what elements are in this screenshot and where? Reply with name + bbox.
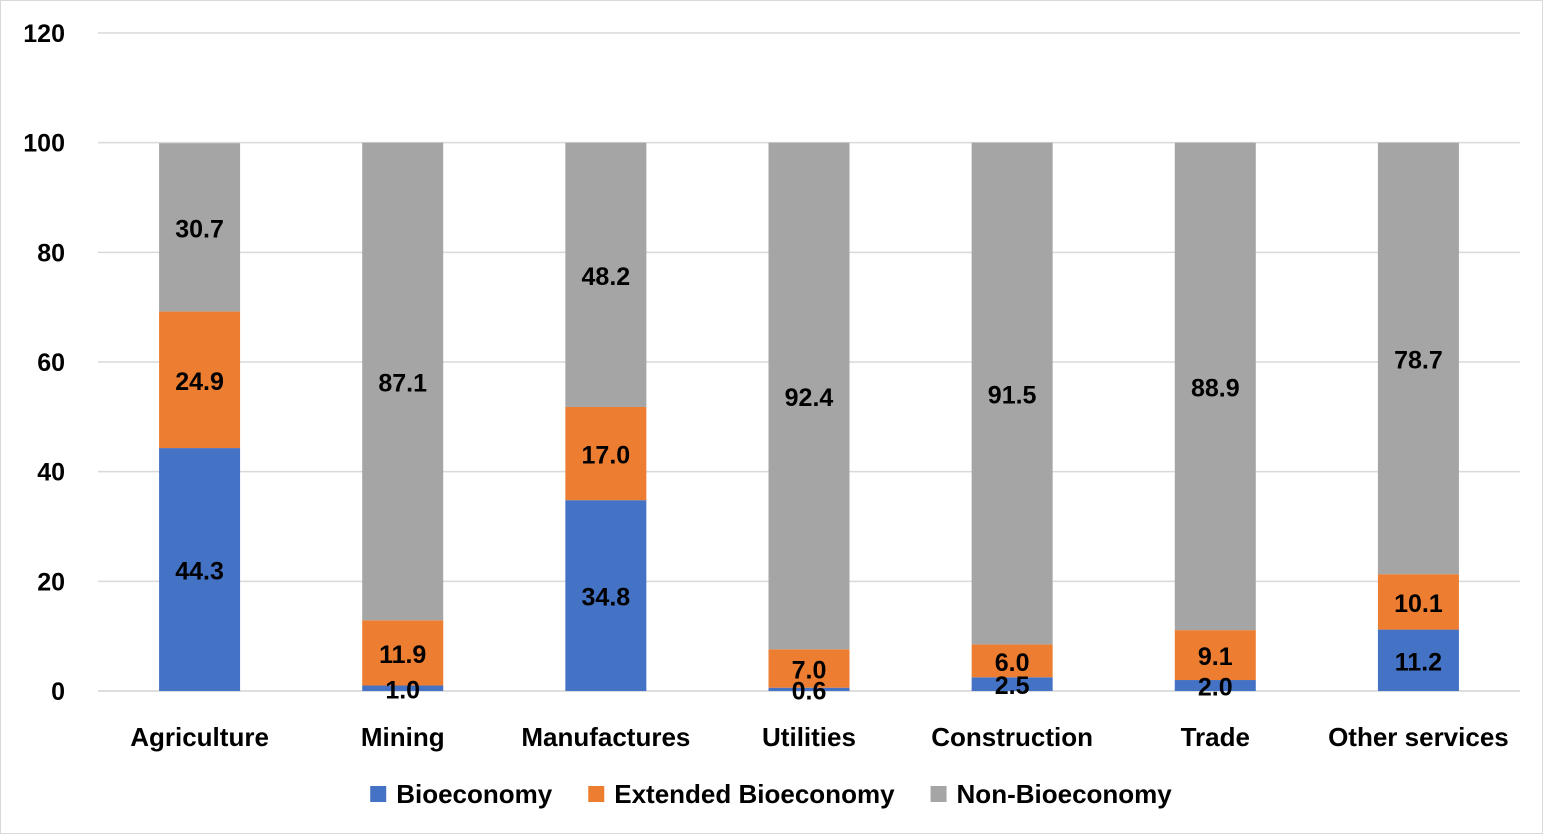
x-category-label-utilities: Utilities bbox=[762, 722, 856, 752]
data-label-non-bioeconomy-other-services: 78.7 bbox=[1394, 346, 1443, 374]
bars bbox=[159, 142, 1459, 691]
bar-non-bioeconomy-manufactures bbox=[565, 142, 647, 407]
legend: Bioeconomy Extended Bioeconomy Non-Bioecon… bbox=[370, 779, 1172, 809]
bar-extended-bioeconomy-trade bbox=[1174, 630, 1256, 681]
data-label-bioeconomy-mining: 1.0 bbox=[385, 676, 420, 704]
y-axis-ticks: 0 20 40 60 80 100 120 bbox=[23, 20, 65, 706]
bar-non-bioeconomy-trade bbox=[1174, 142, 1256, 631]
data-label-bioeconomy-trade: 2.0 bbox=[1198, 674, 1233, 702]
bar-non-bioeconomy-construction bbox=[971, 142, 1053, 645]
data-label-bioeconomy-construction: 2.5 bbox=[995, 672, 1030, 700]
legend-swatch-bioeconomy bbox=[370, 786, 387, 802]
legend-swatch-non-bioeconomy bbox=[930, 786, 947, 802]
legend-swatch-extended-bioeconomy bbox=[588, 786, 605, 802]
data-label-non-bioeconomy-utilities: 92.4 bbox=[785, 384, 834, 412]
data-label-non-bioeconomy-trade: 88.9 bbox=[1191, 374, 1240, 402]
y-tick-label: 60 bbox=[37, 349, 65, 377]
data-label-non-bioeconomy-manufactures: 48.2 bbox=[582, 263, 631, 291]
y-tick-label: 20 bbox=[37, 568, 65, 596]
data-label-bioeconomy-manufactures: 34.8 bbox=[582, 584, 631, 612]
bar-bioeconomy-construction bbox=[971, 677, 1053, 691]
x-category-label-agriculture: Agriculture bbox=[130, 722, 269, 752]
bar-non-bioeconomy-utilities bbox=[768, 142, 850, 650]
legend-entry-non-bioeconomy: Non-Bioeconomy bbox=[957, 779, 1173, 809]
bar-non-bioeconomy-other-services bbox=[1377, 142, 1459, 575]
data-labels: 44.3 24.9 30.7 1.0 11.9 87.1 34.8 17.0 48.2 0.67.… bbox=[175, 215, 1443, 705]
data-label-bioeconomy-agriculture: 44.3 bbox=[175, 558, 224, 586]
bar-bioeconomy-agriculture bbox=[159, 448, 241, 691]
data-label-extended-bioeconomy-construction: 6.0 bbox=[995, 649, 1030, 677]
x-category-label-other-services: Other services bbox=[1328, 722, 1509, 752]
data-label-bioeconomy-other-services: 11.2 bbox=[1395, 648, 1442, 676]
x-category-label-trade: Trade bbox=[1181, 722, 1250, 752]
bar-extended-bioeconomy-mining bbox=[362, 620, 444, 686]
data-label-extended-bioeconomy-agriculture: 24.9 bbox=[175, 368, 224, 396]
legend-entry-extended-bioeconomy: Extended Bioeconomy bbox=[614, 779, 895, 809]
data-label-non-bioeconomy-agriculture: 30.7 bbox=[175, 215, 224, 243]
bar-bioeconomy-manufactures bbox=[565, 500, 647, 691]
bar-bioeconomy-mining bbox=[362, 685, 444, 691]
bar-bioeconomy-utilities bbox=[768, 687, 850, 691]
x-category-label-construction: Construction bbox=[931, 722, 1093, 752]
bar-bioeconomy-other-services bbox=[1377, 629, 1459, 691]
x-category-label-manufactures: Manufactures bbox=[521, 722, 690, 752]
bar-extended-bioeconomy-manufactures bbox=[565, 406, 647, 501]
bar-non-bioeconomy-agriculture bbox=[159, 143, 241, 312]
legend-entry-bioeconomy: Bioeconomy bbox=[396, 779, 553, 809]
bar-non-bioeconomy-mining bbox=[362, 142, 444, 621]
y-tick-label: 40 bbox=[37, 459, 65, 487]
y-tick-label: 100 bbox=[23, 130, 65, 158]
data-label-non-bioeconomy-construction: 91.5 bbox=[988, 382, 1037, 410]
data-label-extended-bioeconomy-mining: 11.9 bbox=[379, 641, 426, 669]
data-label-extended-bioeconomy-other-services: 10.1 bbox=[1394, 590, 1443, 618]
data-label-non-bioeconomy-mining: 87.1 bbox=[378, 369, 427, 397]
bar-bioeconomy-trade bbox=[1174, 680, 1256, 691]
data-label-extended-bioeconomy-utilities: 7.0 bbox=[792, 657, 827, 685]
y-tick-label: 80 bbox=[37, 239, 65, 267]
data-label-extended-bioeconomy-trade: 9.1 bbox=[1198, 643, 1233, 671]
x-category-label-mining: Mining bbox=[361, 722, 445, 752]
data-label-bioeconomy-utilities: 0.6 bbox=[792, 677, 827, 705]
bar-extended-bioeconomy-construction bbox=[971, 644, 1053, 678]
bar-extended-bioeconomy-agriculture bbox=[159, 311, 241, 449]
bar-extended-bioeconomy-other-services bbox=[1377, 574, 1459, 630]
data-label-extended-bioeconomy-manufactures: 17.0 bbox=[582, 442, 631, 470]
y-tick-label: 0 bbox=[51, 678, 65, 706]
bar-extended-bioeconomy-utilities bbox=[768, 649, 850, 688]
x-axis-categories: Agriculture Mining Manufactures Utilities Co… bbox=[130, 722, 1509, 752]
y-tick-label: 120 bbox=[23, 20, 65, 48]
